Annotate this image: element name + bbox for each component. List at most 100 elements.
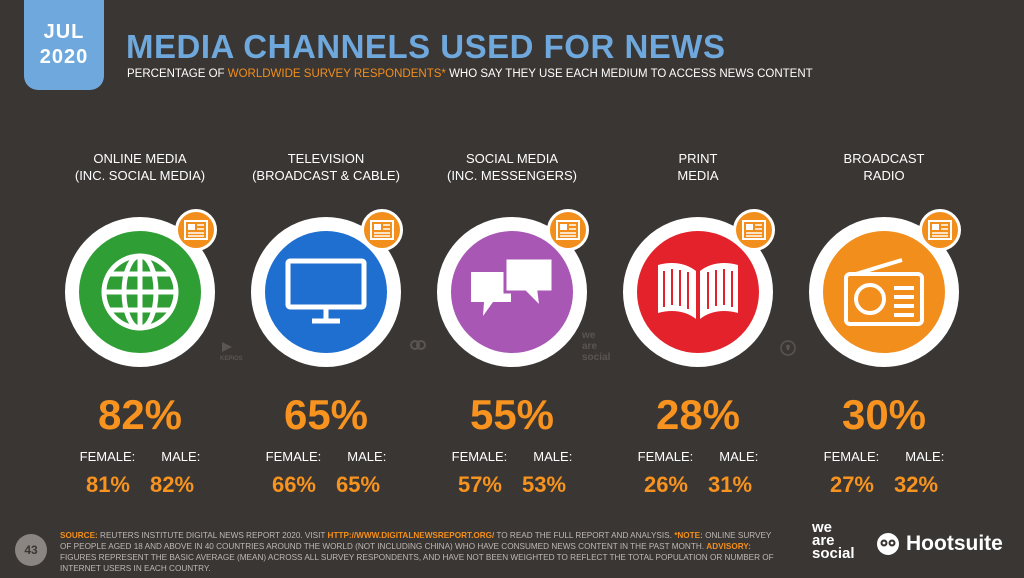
channel-circle [437, 217, 587, 367]
page-title: MEDIA CHANNELS USED FOR NEWS [126, 28, 726, 65]
channel-social-media: SOCIAL MEDIA (INC. MESSENGERS) 55% FEMAL… [417, 150, 607, 498]
male-label: MALE: [533, 449, 573, 464]
kepios-watermark: KEPIOS [220, 340, 243, 362]
male-percent: 65% [336, 472, 381, 497]
channel-label: BROADCAST RADIO [789, 150, 979, 200]
was-watermark-line3: social [582, 352, 611, 363]
channel-total-percent: 28% [655, 391, 741, 438]
was-watermark-line1: we [582, 330, 596, 341]
channel-label-line1: SOCIAL MEDIA [466, 151, 558, 166]
owl-watermark-icon [410, 338, 426, 355]
channel-label-line2: MEDIA [677, 168, 719, 183]
note-text: ONLINE SURVEY OF PEOPLE AGED 18 AND ABOV… [60, 531, 772, 551]
channel-label-line1: BROADCAST [843, 151, 925, 166]
male-label: MALE: [161, 449, 201, 464]
hootsuite-wordmark: Hootsuite [906, 532, 1003, 555]
channel-print-media: PRINT MEDIA 28% FEMALE: MALE: 26% 31% [603, 150, 793, 498]
male-label: MALE: [347, 449, 387, 464]
advisory-text: FIGURES REPRESENT THE BASIC AVERAGE (MEA… [60, 553, 774, 573]
channel-label: SOCIAL MEDIA (INC. MESSENGERS) [417, 150, 607, 200]
female-label: FEMALE: [637, 449, 694, 464]
female-percent: 27% [829, 472, 874, 497]
male-percent: 32% [894, 472, 939, 497]
gender-labels: FEMALE: MALE: [231, 449, 421, 464]
advisory-label: ADVISORY: [706, 542, 751, 551]
source-link[interactable]: HTTP://WWW.DIGITALNEWSREPORT.ORG/ [327, 531, 495, 540]
source-text: REUTERS INSTITUTE DIGITAL NEWS REPORT 20… [97, 531, 328, 540]
book-icon [658, 263, 738, 319]
female-label: FEMALE: [823, 449, 880, 464]
source-note: SOURCE: REUTERS INSTITUTE DIGITAL NEWS R… [60, 530, 780, 574]
channel-label-line2: (INC. SOCIAL MEDIA) [74, 168, 206, 183]
gender-values: 27% 32% [789, 472, 979, 498]
channel-television: TELEVISION (BROADCAST & CABLE) 65% FEMAL… [231, 150, 421, 498]
channel-label-line1: PRINT [678, 151, 718, 166]
we-are-social-logo: we are social [812, 519, 855, 562]
gender-labels: FEMALE: MALE: [417, 449, 607, 464]
lightbulb-watermark-icon [780, 340, 796, 359]
channel-label-line2: (BROADCAST & CABLE) [252, 168, 400, 183]
female-percent: 57% [457, 472, 502, 497]
channel-online-media: ONLINE MEDIA (INC. SOCIAL MEDIA) 82% FEM… [45, 150, 235, 498]
channel-total-percent: 55% [469, 391, 555, 438]
page-subtitle: PERCENTAGE OF WORLDWIDE SURVEY RESPONDEN… [127, 68, 813, 80]
female-percent: 66% [271, 472, 316, 497]
gender-values: 66% 65% [231, 472, 421, 498]
source-text2: TO READ THE FULL REPORT AND ANALYSIS. [494, 531, 675, 540]
male-label: MALE: [719, 449, 759, 464]
radio-icon [844, 258, 924, 326]
owl-icon [877, 533, 899, 555]
channel-broadcast-radio: BROADCAST RADIO 30% FEMALE: MALE: 27% 32% [789, 150, 979, 498]
newspaper-icon [361, 209, 403, 251]
source-label: SOURCE: [60, 531, 98, 540]
channel-label: ONLINE MEDIA (INC. SOCIAL MEDIA) [45, 150, 235, 200]
channel-label: PRINT MEDIA [603, 150, 793, 200]
channel-circle [809, 217, 959, 367]
page-number: 43 [15, 534, 47, 566]
gender-values: 81% 82% [45, 472, 235, 498]
gender-values: 57% 53% [417, 472, 607, 498]
date-year: 2020 [39, 46, 89, 68]
channel-label-line2: RADIO [863, 168, 905, 183]
newspaper-icon [547, 209, 589, 251]
channel-label-line1: ONLINE MEDIA [93, 151, 187, 166]
subtitle-highlight: WORLDWIDE SURVEY RESPONDENTS* [227, 68, 446, 80]
was-logo-line3: social [812, 545, 855, 562]
channel-label: TELEVISION (BROADCAST & CABLE) [231, 150, 421, 200]
channel-label-line2: (INC. MESSENGERS) [446, 168, 577, 183]
note-label: *NOTE: [674, 531, 703, 540]
male-percent: 31% [708, 472, 753, 497]
channel-total-percent: 65% [283, 391, 369, 438]
was-watermark-line2: are [582, 341, 598, 352]
female-label: FEMALE: [451, 449, 508, 464]
newspaper-icon [175, 209, 217, 251]
male-label: MALE: [905, 449, 945, 464]
male-percent: 82% [150, 472, 195, 497]
newspaper-icon [919, 209, 961, 251]
female-label: FEMALE: [79, 449, 136, 464]
hootsuite-logo: Hootsuite [876, 532, 1003, 556]
globe-icon [101, 253, 179, 331]
gender-labels: FEMALE: MALE: [789, 449, 979, 464]
subtitle-post: WHO SAY THEY USE EACH MEDIUM TO ACCESS N… [445, 68, 813, 80]
female-percent: 81% [85, 472, 130, 497]
channel-total-percent: 82% [97, 391, 183, 438]
date-month: JUL [43, 21, 85, 43]
chat-bubbles-icon [471, 256, 555, 316]
was-logo-line1: we [812, 519, 833, 536]
female-label: FEMALE: [265, 449, 322, 464]
channel-label-line1: TELEVISION [287, 151, 365, 166]
was-watermark: we are social [582, 330, 610, 363]
female-percent: 26% [643, 472, 688, 497]
newspaper-icon [733, 209, 775, 251]
gender-labels: FEMALE: MALE: [603, 449, 793, 464]
male-percent: 53% [522, 472, 567, 497]
tv-icon [285, 258, 367, 324]
date-badge: JUL 2020 [24, 0, 104, 90]
subtitle-pre: PERCENTAGE OF [127, 68, 228, 80]
kepios-watermark-text: KEPIOS [220, 356, 243, 362]
was-logo-line2: are [812, 532, 835, 549]
gender-labels: FEMALE: MALE: [45, 449, 235, 464]
channel-total-percent: 30% [841, 391, 927, 438]
gender-values: 26% 31% [603, 472, 793, 498]
